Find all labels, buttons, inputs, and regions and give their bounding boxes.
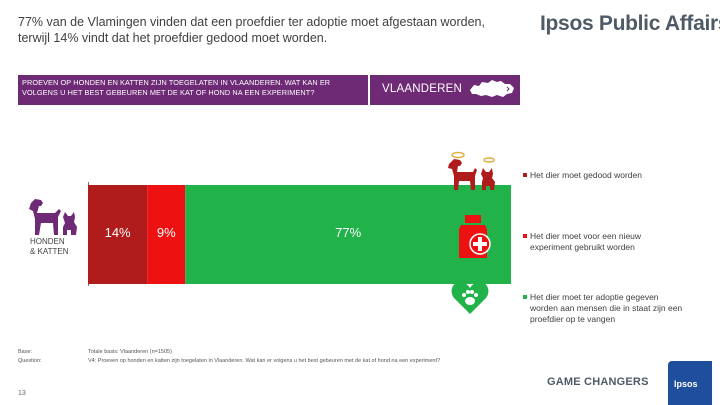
question-label: Question: [18,358,42,364]
ipsos-logo-text: Ipsos [674,379,698,389]
question-line-1: PROEVEN OP HONDEN EN KATTEN ZIJN TOEGELA… [22,78,331,87]
bar-value-label-3: 77% [335,225,361,240]
legend-swatch [523,234,527,238]
row-label-line-2: & KATTEN [30,247,69,256]
legend-text: proefdier op te vangen [530,314,616,324]
headline: 77% van de Vlamingen vinden dat een proe… [18,14,528,46]
legend-swatch [523,173,527,177]
dog-cat-icon [29,199,77,235]
legend-text: Het dier moet gedood worden [530,170,642,180]
region-label: VLAANDEREN [382,83,462,95]
page-number: 13 [18,390,26,397]
legend-swatch [523,295,527,299]
legend-item-killed: Het dier moet gedood worden [523,170,690,181]
legend-item-adoption: Het dier moet ter adoptie gegeven worden… [523,292,690,325]
region-banner: VLAANDEREN [370,75,520,105]
bar-segment-1 [88,185,148,284]
angel-dog-cat-icon [448,151,495,190]
heart-paw-icon [451,282,489,314]
flanders-map-icon [470,80,514,97]
base-text: Totale basis: Vlaanderen (n=1505) [88,349,172,355]
tagline: GAME CHANGERS [547,376,649,388]
headline-line-1: 77% van de Vlamingen vinden dat een proe… [18,15,485,29]
question-line-2: VOLGENS U HET BEST GEBEUREN MET DE KAT O… [22,88,315,97]
base-label: Base: [18,349,33,355]
row-label: HONDEN & KATTEN [30,237,69,257]
bar-value-label-2: 9% [157,225,176,240]
legend-text: Het dier moet voor een nieuw [530,231,642,241]
question-text: V4: Proeven op honden en katten zijn toe… [88,358,441,364]
footnote-text: Totale basis: Vlaanderen (n=1505) V4: Pr… [88,348,440,366]
medicine-bottle-icon [459,215,491,258]
ipsos-logo: Ipsos [668,361,712,405]
footnote-labels: Base: Question: [18,348,42,366]
row-label-line-1: HONDEN [30,237,65,246]
legend-text: experiment gebruikt worden [530,242,635,252]
legend-text: Het dier moet ter adoptie gegeven [530,292,659,302]
headline-line-2: terwijl 14% vindt dat het proefdier gedo… [18,31,328,45]
bar-value-label-1: 14% [105,225,131,240]
bar-segment-2 [147,185,186,284]
brand-logo-text: Ipsos Public Affairs [540,12,720,35]
legend-text: worden aan mensen die in staat zijn een [530,303,683,313]
question-banner: PROEVEN OP HONDEN EN KATTEN ZIJN TOEGELA… [18,75,368,105]
legend-item-reuse: Het dier moet voor een nieuw experiment … [523,231,690,253]
bar-segment-3 [185,185,512,284]
